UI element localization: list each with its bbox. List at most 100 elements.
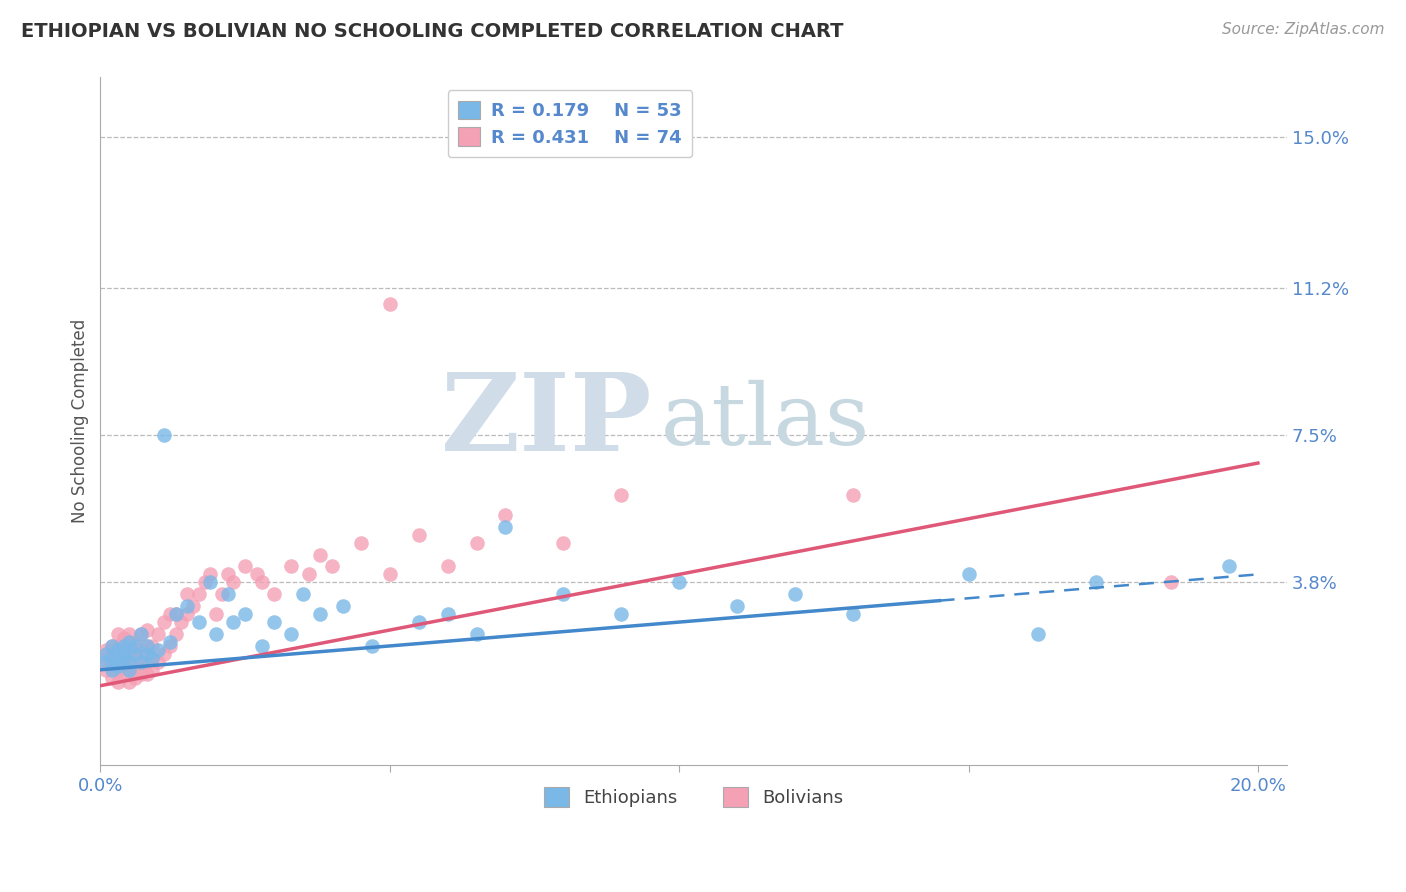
- Point: [141, 651, 163, 665]
- Point: [129, 643, 152, 657]
- Point: [436, 607, 458, 621]
- Point: [263, 615, 285, 629]
- Point: [436, 559, 458, 574]
- Point: [495, 519, 517, 533]
- Point: [112, 647, 135, 661]
- Point: [842, 607, 865, 621]
- Point: [94, 647, 117, 661]
- Point: [141, 663, 163, 677]
- Point: [148, 643, 170, 657]
- Point: [124, 671, 146, 685]
- Point: [176, 587, 198, 601]
- Point: [165, 627, 187, 641]
- Point: [135, 647, 157, 661]
- Point: [141, 639, 163, 653]
- Point: [222, 615, 245, 629]
- Point: [118, 655, 141, 669]
- Point: [668, 575, 690, 590]
- Point: [332, 599, 354, 614]
- Point: [101, 647, 124, 661]
- Point: [246, 567, 269, 582]
- Point: [129, 655, 152, 669]
- Point: [118, 627, 141, 641]
- Point: [94, 643, 117, 657]
- Point: [94, 663, 117, 677]
- Point: [101, 671, 124, 685]
- Point: [124, 635, 146, 649]
- Point: [205, 627, 228, 641]
- Point: [263, 587, 285, 601]
- Text: Source: ZipAtlas.com: Source: ZipAtlas.com: [1222, 22, 1385, 37]
- Point: [252, 575, 274, 590]
- Point: [350, 535, 373, 549]
- Point: [291, 587, 314, 601]
- Point: [783, 587, 806, 601]
- Point: [187, 615, 209, 629]
- Point: [124, 647, 146, 661]
- Point: [165, 607, 187, 621]
- Point: [118, 639, 141, 653]
- Point: [135, 639, 157, 653]
- Point: [465, 627, 488, 641]
- Point: [176, 607, 198, 621]
- Point: [170, 615, 193, 629]
- Point: [553, 535, 575, 549]
- Point: [118, 651, 141, 665]
- Point: [118, 663, 141, 677]
- Point: [1026, 627, 1049, 641]
- Point: [408, 615, 430, 629]
- Point: [165, 607, 187, 621]
- Point: [553, 587, 575, 601]
- Point: [205, 607, 228, 621]
- Point: [107, 651, 129, 665]
- Point: [135, 666, 157, 681]
- Point: [200, 575, 222, 590]
- Point: [1084, 575, 1107, 590]
- Point: [321, 559, 343, 574]
- Point: [1160, 575, 1182, 590]
- Point: [107, 663, 129, 677]
- Point: [153, 428, 176, 442]
- Point: [107, 639, 129, 653]
- Point: [181, 599, 204, 614]
- Point: [135, 655, 157, 669]
- Point: [159, 635, 181, 649]
- Point: [193, 575, 215, 590]
- Point: [217, 567, 239, 582]
- Point: [495, 508, 517, 522]
- Point: [94, 655, 117, 669]
- Text: atlas: atlas: [661, 380, 869, 463]
- Point: [112, 655, 135, 669]
- Point: [309, 607, 332, 621]
- Point: [101, 658, 124, 673]
- Point: [200, 567, 222, 582]
- Point: [1218, 559, 1240, 574]
- Point: [153, 647, 176, 661]
- Point: [135, 639, 157, 653]
- Point: [187, 587, 209, 601]
- Point: [107, 658, 129, 673]
- Point: [610, 488, 633, 502]
- Point: [610, 607, 633, 621]
- Point: [233, 559, 256, 574]
- Point: [148, 655, 170, 669]
- Point: [112, 643, 135, 657]
- Point: [465, 535, 488, 549]
- Point: [129, 627, 152, 641]
- Point: [94, 651, 117, 665]
- Point: [842, 488, 865, 502]
- Point: [107, 674, 129, 689]
- Point: [159, 639, 181, 653]
- Point: [129, 666, 152, 681]
- Point: [280, 559, 302, 574]
- Point: [107, 655, 129, 669]
- Point: [129, 655, 152, 669]
- Point: [107, 627, 129, 641]
- Point: [211, 587, 233, 601]
- Point: [176, 599, 198, 614]
- Point: [361, 639, 384, 653]
- Point: [233, 607, 256, 621]
- Point: [252, 639, 274, 653]
- Point: [725, 599, 748, 614]
- Point: [135, 623, 157, 637]
